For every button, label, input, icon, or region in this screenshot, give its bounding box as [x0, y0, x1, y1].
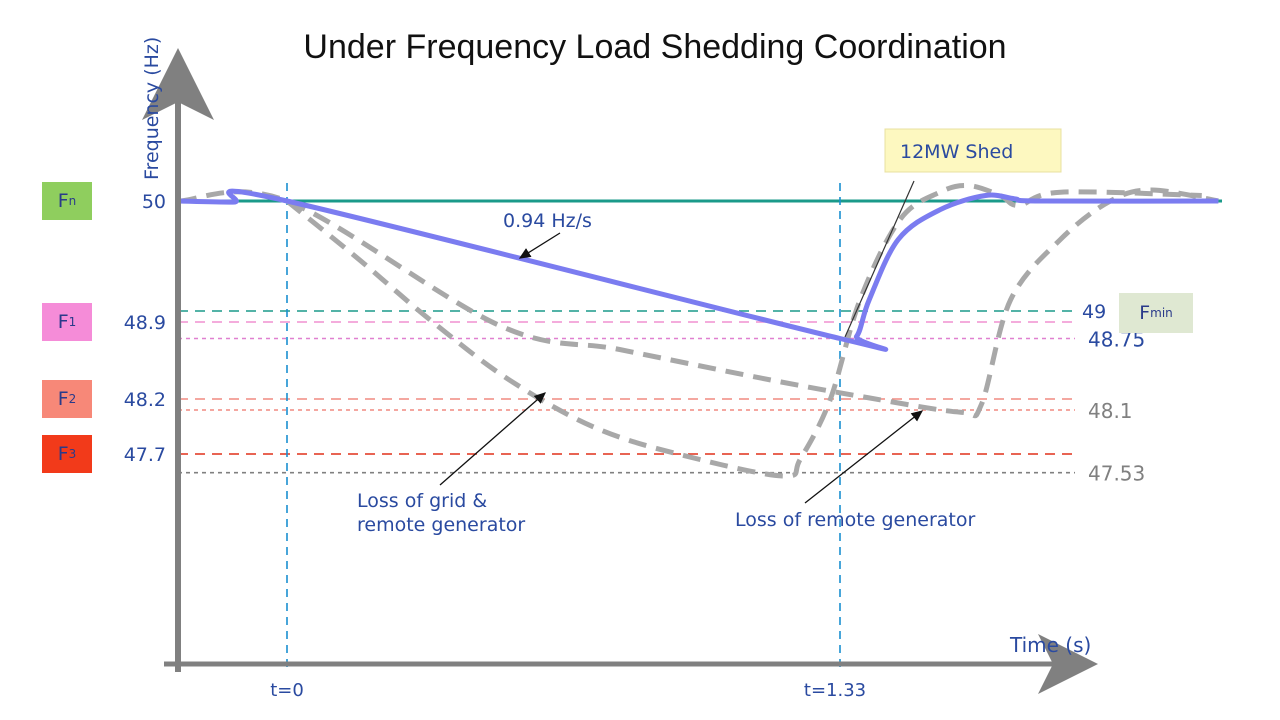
x-tick-t133: t=1.33 — [804, 680, 866, 701]
series-with-shed — [178, 188, 1219, 352]
series-loss-of-remote-generator — [178, 187, 1219, 419]
x-tick-t0: t=0 — [270, 680, 304, 701]
rate-annotation: 0.94 Hz/s — [503, 210, 592, 232]
level-value-fn: 50 — [142, 191, 166, 213]
shed-pointer-line — [844, 180, 915, 338]
remote-loss-arrow — [804, 410, 924, 504]
series-loss-of-grid-and-remote-generator — [285, 182, 1202, 479]
shed-callout-box — [884, 128, 1062, 173]
x-axis-label: Time (s) — [1009, 633, 1091, 657]
remote-loss-annotation: Loss of remote generator — [735, 509, 975, 531]
level-value-f3: 47.7 — [124, 444, 166, 466]
grid-loss-annotation-line1: Loss of grid & — [357, 490, 487, 512]
rate-arrow — [518, 232, 561, 259]
chart-title: Under Frequency Load Shedding Coordinati… — [303, 28, 1007, 66]
minimum-label-1: 48.1 — [1088, 399, 1133, 423]
level-value-f2: 48.2 — [124, 389, 166, 411]
grid-loss-annotation-line2: remote generator — [357, 514, 525, 536]
level-value-f1: 48.9 — [124, 312, 166, 334]
y-axis-label: Frequency (Hz) — [141, 37, 163, 180]
minimum-label-2: 47.53 — [1088, 462, 1145, 486]
level-value-fmin: 49 — [1082, 301, 1106, 323]
shed-annotation: 12MW Shed — [900, 141, 1013, 163]
grid-loss-arrow — [439, 392, 546, 486]
